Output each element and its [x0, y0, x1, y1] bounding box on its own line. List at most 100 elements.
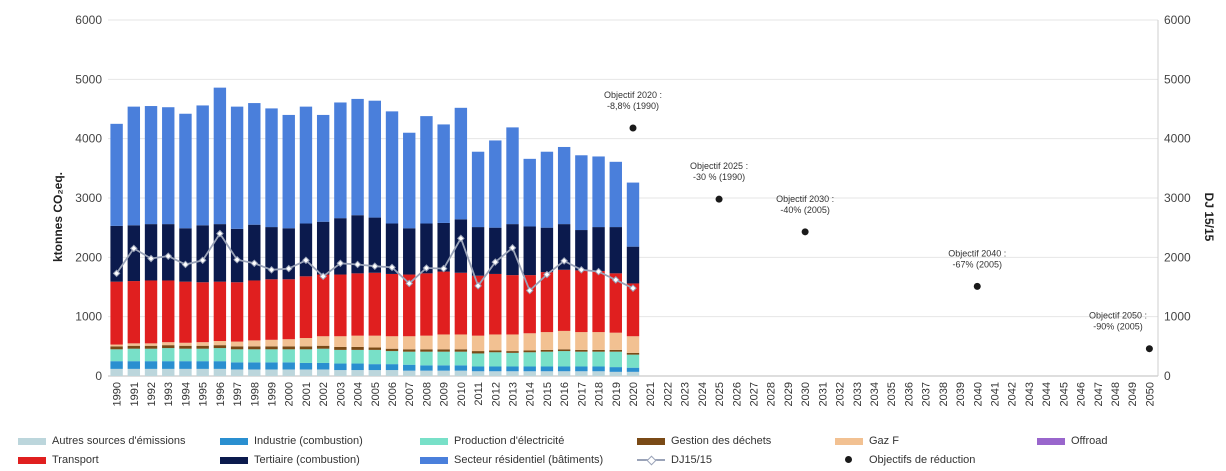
- bar-segment: [127, 106, 141, 226]
- bar-segment: [403, 228, 416, 275]
- bar-segment: [144, 368, 158, 376]
- bar-segment: [213, 87, 227, 225]
- bar-segment: [368, 347, 381, 350]
- bar-segment: [127, 281, 141, 344]
- bar-segment: [506, 352, 519, 367]
- bar-segment: [506, 334, 519, 352]
- dj-point: [130, 244, 138, 253]
- bar-segment: [144, 106, 158, 225]
- x-tick-label: 2018: [594, 382, 606, 406]
- bar-segment: [540, 351, 554, 367]
- bar-segment: [265, 279, 278, 340]
- x-tick-label: 2003: [335, 382, 347, 406]
- bar-segment: [196, 348, 209, 362]
- dj-point: [594, 267, 603, 276]
- bar-segment: [265, 369, 278, 376]
- bar-segment: [351, 215, 364, 274]
- x-tick-label: 2005: [370, 382, 382, 406]
- target-point: [973, 282, 981, 290]
- x-tick-label: 2007: [404, 382, 416, 406]
- legend-label: Secteur résidentiel (bâtiments): [454, 454, 604, 466]
- legend-line-marker: [637, 455, 665, 465]
- bar-segment: [110, 368, 123, 376]
- bar-segment: [299, 349, 313, 363]
- bar-segment: [265, 227, 278, 280]
- x-tick-label: 2019: [611, 382, 623, 406]
- bar-segment: [230, 369, 244, 376]
- x-tick-label: 1990: [112, 382, 124, 406]
- bar-segment: [196, 361, 209, 369]
- bar-segment: [385, 370, 399, 376]
- bar-segment: [162, 345, 175, 349]
- bar-segment: [282, 279, 295, 340]
- bar-segment: [179, 361, 192, 369]
- x-tick-label: 2045: [1058, 382, 1070, 406]
- bar-segment: [351, 335, 364, 347]
- bar-segment: [299, 369, 313, 376]
- bar-segment: [540, 349, 554, 352]
- bar-segment: [230, 346, 244, 350]
- bar-segment: [385, 351, 399, 365]
- y-right-tick-label: 6000: [1164, 13, 1191, 27]
- bar-segment: [592, 227, 605, 271]
- bar-segment: [265, 108, 278, 228]
- bar-segment: [282, 369, 295, 376]
- dj-point: [508, 244, 517, 252]
- x-tick-label: 2033: [852, 382, 864, 406]
- bar-segment: [454, 219, 468, 273]
- x-tick-label: 2029: [783, 382, 795, 406]
- x-tick-label: 2016: [559, 382, 571, 406]
- bar-segment: [489, 140, 502, 228]
- x-tick-label: 2034: [869, 382, 881, 406]
- bar-segment: [523, 275, 536, 334]
- bar-segment: [626, 367, 640, 372]
- bar-segment: [351, 349, 364, 364]
- x-tick-label: 2004: [353, 382, 365, 406]
- dj-point: [284, 264, 293, 273]
- y-right-tick-label: 3000: [1164, 191, 1191, 205]
- legend-label: Gestion des déchets: [671, 435, 772, 447]
- bar-segment: [523, 226, 536, 276]
- bar-segment: [230, 349, 244, 363]
- bar-segment: [230, 341, 244, 347]
- left-axis-tick-labels: 0 1000 2000 3000 4000 5000 6000: [75, 13, 102, 383]
- bar-segment: [557, 366, 571, 372]
- y-right-tick-label: 2000: [1164, 250, 1191, 264]
- bar-segment: [110, 123, 123, 226]
- x-tick-label: 2022: [662, 382, 674, 406]
- legend-item-transport: Transport: [18, 451, 99, 469]
- x-tick-label: 2050: [1144, 382, 1156, 406]
- bar-segment: [368, 100, 381, 218]
- bar-segment: [471, 366, 485, 372]
- bar-segment: [454, 107, 468, 220]
- bar-segment: [196, 368, 209, 376]
- legend-item-production: Production d'électricité: [420, 432, 564, 450]
- bar-segment: [437, 351, 450, 366]
- bar-segment: [334, 370, 347, 376]
- bar-segment: [351, 363, 364, 371]
- bar-segment: [454, 370, 468, 376]
- legend-item-tertiaire: Tertiaire (combustion): [220, 451, 360, 469]
- bar-segment: [575, 371, 588, 376]
- bar-segment: [144, 361, 158, 369]
- target-label-line1: Objectif 2030 :: [776, 194, 834, 204]
- bar-segment: [471, 275, 485, 336]
- bar-segment: [265, 349, 278, 363]
- bar-segment: [454, 351, 468, 366]
- target-point: [801, 228, 809, 236]
- bar-segment: [592, 366, 605, 372]
- bar-segment: [454, 272, 468, 335]
- bar-segment: [282, 114, 295, 229]
- x-tick-label: 2039: [955, 382, 967, 406]
- bar-segment: [575, 349, 588, 352]
- bar-segment: [196, 225, 209, 283]
- dj-point: [267, 265, 276, 274]
- bar-segment: [316, 362, 330, 370]
- dj-point: [198, 256, 207, 265]
- bar-segment: [609, 227, 622, 274]
- bar-segment: [213, 281, 227, 341]
- bar-segment: [540, 371, 554, 376]
- bar-segment: [506, 366, 519, 372]
- legend-swatch: [18, 456, 46, 464]
- bar-segment: [489, 352, 502, 367]
